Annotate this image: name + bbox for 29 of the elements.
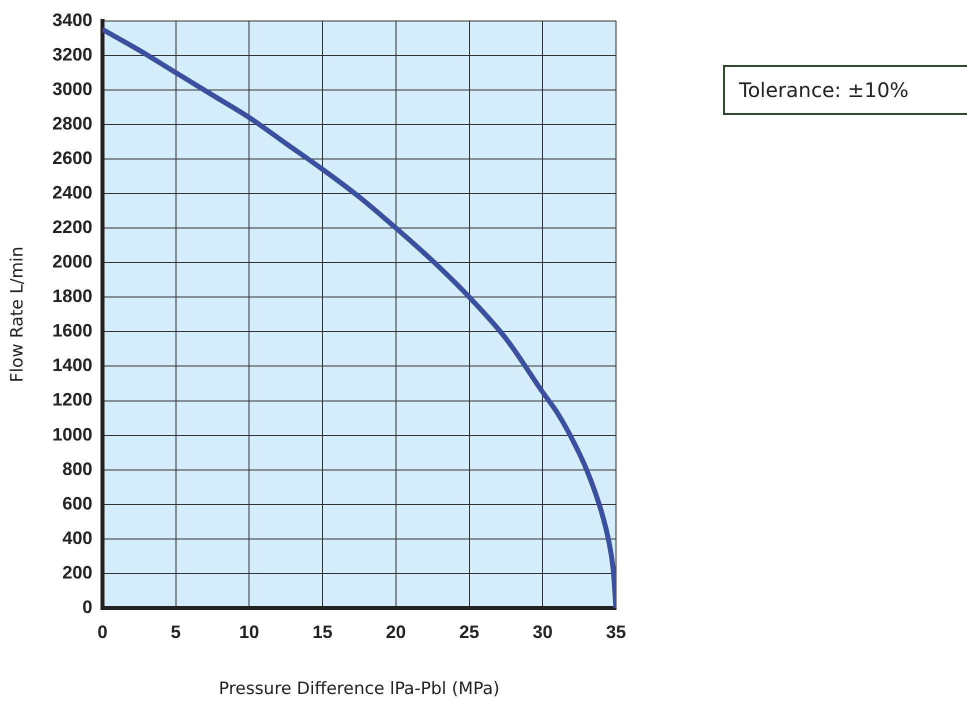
x-tick-label: 35	[606, 622, 626, 642]
y-tick-label: 2400	[52, 182, 92, 202]
x-axis-title: Pressure Difference lPa-Pbl (MPa)	[218, 679, 500, 700]
y-tick-label: 3000	[52, 78, 92, 99]
y-tick-label: 600	[62, 493, 92, 514]
x-tick-label: 5	[170, 622, 181, 642]
y-tick-label: 1200	[52, 390, 92, 410]
y-tick-label: 3400	[52, 10, 92, 30]
x-tick-label: 20	[386, 622, 406, 642]
y-tick-label: 1800	[52, 286, 92, 306]
y-tick-label: 2600	[52, 148, 92, 168]
y-tick-label: 400	[62, 528, 92, 548]
text: Tolerance: ±10%	[723, 65, 967, 115]
y-tick-label: 1600	[52, 320, 92, 341]
x-tick-label: 25	[459, 622, 480, 642]
y-tick-label: 200	[62, 562, 92, 582]
y-tick-label: 2000	[52, 252, 92, 272]
y-tick-label: 3200	[52, 44, 92, 64]
y-tick-label: 1400	[52, 355, 92, 376]
y-axis-title: Flow Rate L/min	[8, 246, 28, 382]
y-tick-label: 2200	[52, 217, 92, 238]
x-tick-label: 30	[532, 622, 553, 642]
x-tick-label: 0	[97, 622, 108, 642]
x-tick-label: 15	[312, 622, 333, 642]
x-tick-label: 10	[239, 622, 260, 642]
y-tick-label: 2800	[52, 113, 92, 134]
y-tick-label: 800	[62, 458, 92, 479]
y-tick-label: 0	[82, 596, 92, 617]
y-tick-label: 1000	[52, 424, 92, 444]
